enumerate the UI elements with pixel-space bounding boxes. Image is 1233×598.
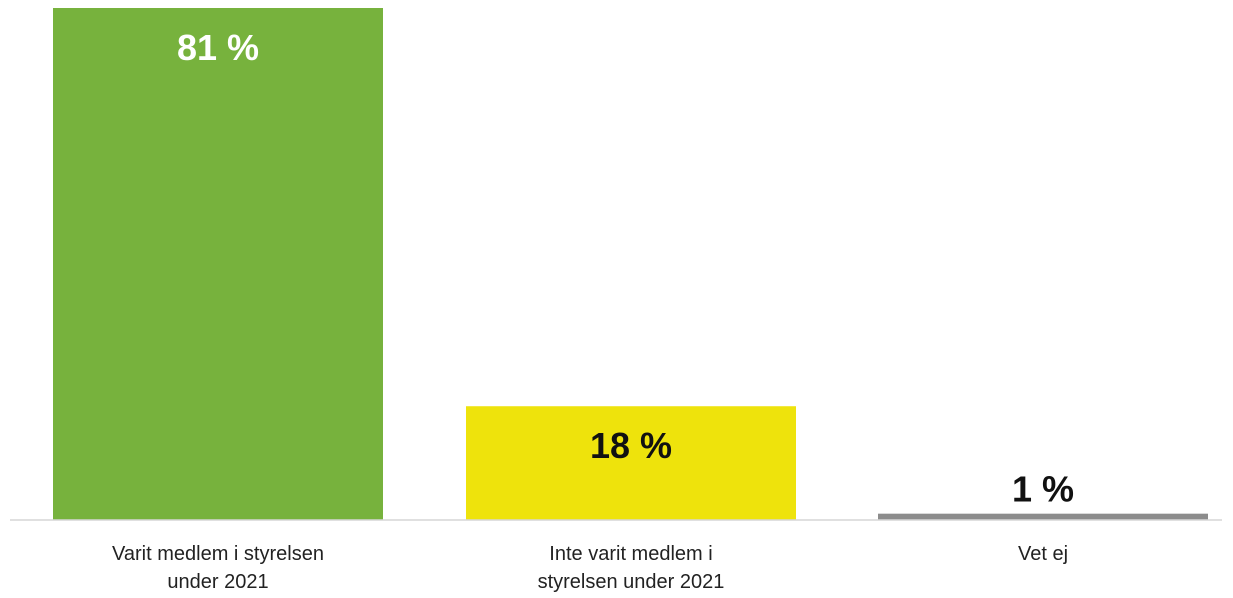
- value-label-1: 81 %: [177, 27, 259, 68]
- value-labels-group: 81 % 18 % 1 %: [177, 27, 1074, 510]
- bar-2: [466, 406, 796, 520]
- bars-group: [53, 8, 1208, 520]
- bar-3: [878, 513, 1208, 520]
- value-label-3: 1 %: [1012, 469, 1074, 510]
- bar-1: [53, 8, 383, 520]
- category-label-2: Inte varit medlem i styrelsen under 2021: [538, 543, 725, 593]
- value-label-2: 18 %: [590, 425, 672, 466]
- category-label-3: Vet ej: [1018, 543, 1068, 565]
- category-labels-group: Varit medlem i styrelsen under 2021 Inte v…: [112, 543, 1068, 593]
- category-label-1: Varit medlem i styrelsen under 2021: [112, 543, 324, 593]
